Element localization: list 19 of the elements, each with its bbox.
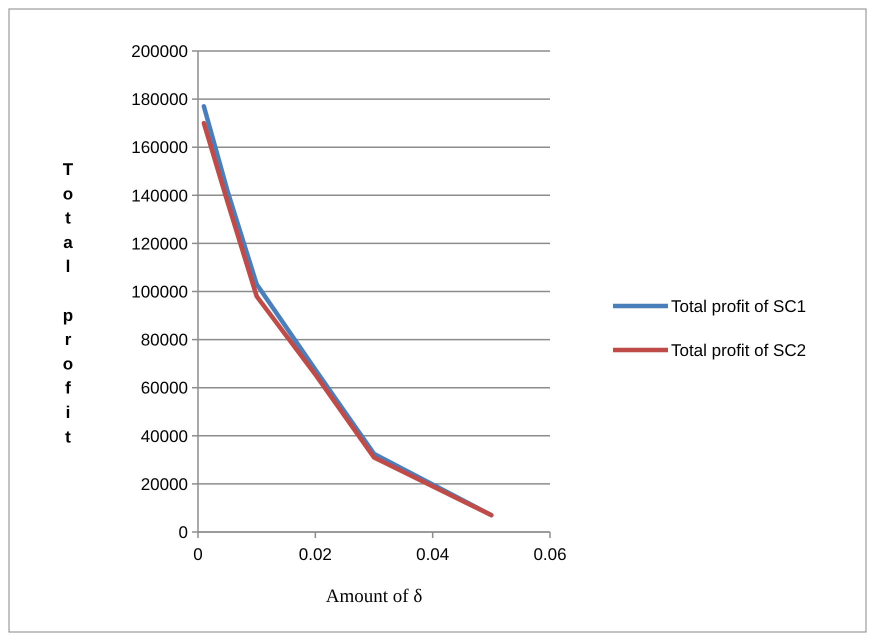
x-tick-label: 0.02	[298, 545, 332, 564]
y-tick-label: 160000	[131, 138, 188, 158]
y-tick-label: 120000	[131, 234, 188, 254]
y-tick-label: 180000	[131, 90, 188, 110]
y-tick-label: 60000	[140, 378, 188, 398]
y-tick-label: 140000	[131, 186, 188, 206]
y-tick-label: 20000	[140, 474, 188, 494]
x-axis-title: Amount of δ	[326, 586, 422, 607]
x-tick-label: 0	[193, 545, 203, 564]
text: Total profit	[62, 160, 74, 446]
legend-label: Total profit of SC1	[671, 296, 806, 316]
x-tick-label: 0.04	[416, 545, 450, 564]
y-tick-label: 100000	[131, 282, 188, 302]
y-tick-label: 0	[178, 522, 188, 542]
y-tick-label: 200000	[131, 42, 188, 61]
y-tick-label: 80000	[140, 330, 188, 350]
y-tick-label: 40000	[140, 426, 188, 446]
legend-label: Total profit of SC2	[671, 340, 806, 360]
x-tick-label: 0.06	[533, 545, 567, 564]
